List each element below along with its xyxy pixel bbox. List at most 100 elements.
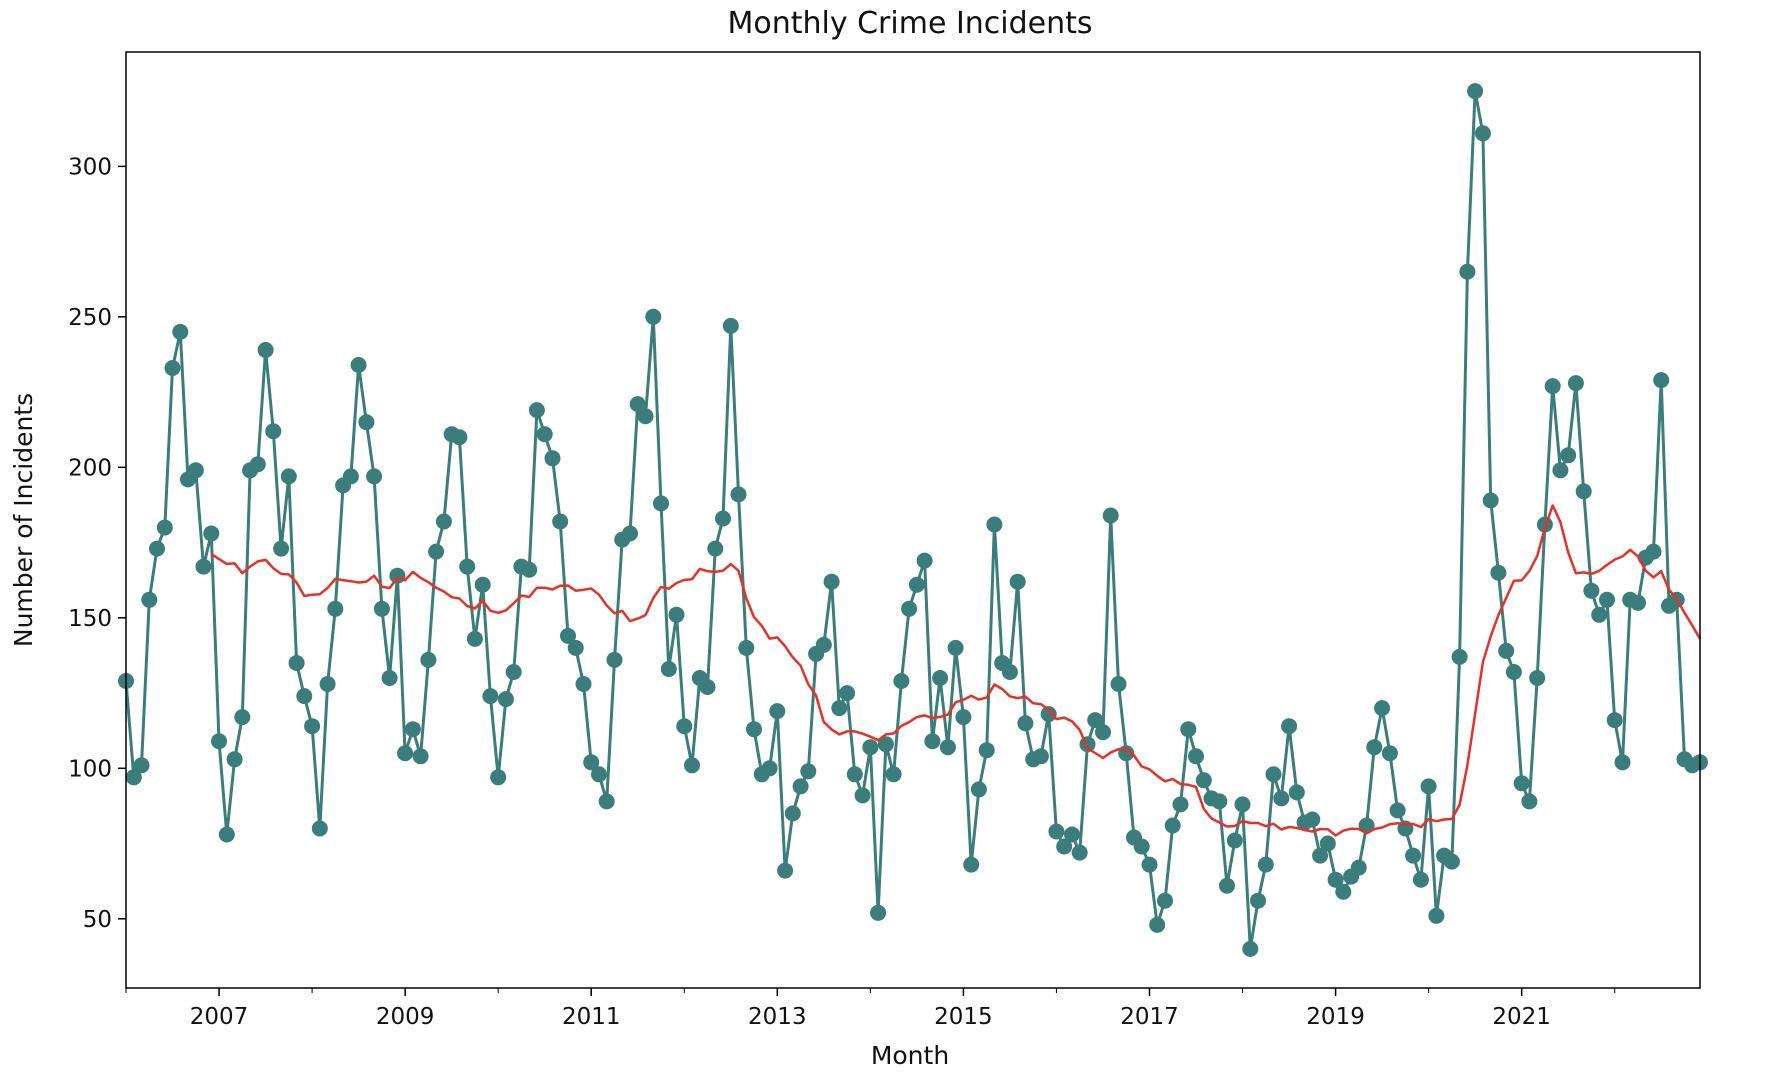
plot-area: 50 100 150 200 250 300 2007 2009 2011 2013 2015 201… bbox=[68, 83, 1708, 1030]
incident-point bbox=[1428, 907, 1445, 924]
incident-point bbox=[629, 396, 646, 413]
incident-point bbox=[528, 402, 545, 419]
incident-point bbox=[1304, 811, 1321, 828]
incident-point bbox=[1412, 871, 1429, 888]
incident-point bbox=[1009, 573, 1026, 590]
incident-point bbox=[1180, 721, 1197, 738]
incident-point bbox=[699, 679, 716, 695]
incident-point bbox=[1513, 775, 1530, 792]
y-tick-label: 200 bbox=[68, 455, 112, 481]
incident-point bbox=[1350, 859, 1367, 876]
x-tick-label: 2013 bbox=[748, 1004, 807, 1030]
incident-point bbox=[1149, 916, 1166, 933]
incident-point bbox=[373, 600, 390, 617]
incident-point bbox=[645, 308, 662, 325]
incident-point bbox=[901, 600, 918, 617]
incident-point bbox=[823, 573, 840, 590]
incident-point bbox=[521, 561, 538, 578]
incident-point bbox=[1474, 125, 1491, 142]
incident-point bbox=[1188, 748, 1204, 765]
incident-point bbox=[381, 670, 398, 686]
incident-point bbox=[1459, 263, 1476, 280]
incident-point bbox=[1358, 817, 1375, 834]
incident-point bbox=[1599, 591, 1615, 608]
incident-point bbox=[1079, 736, 1096, 753]
incident-point bbox=[963, 856, 980, 873]
incident-point bbox=[234, 709, 251, 726]
incident-point bbox=[1017, 715, 1034, 732]
incident-point bbox=[1544, 378, 1561, 395]
incident-point bbox=[1389, 802, 1406, 819]
x-axis-label: Month bbox=[871, 1041, 949, 1070]
incident-point bbox=[156, 519, 173, 536]
incident-point bbox=[544, 450, 561, 467]
incident-point bbox=[583, 754, 600, 771]
incident-point bbox=[1312, 847, 1329, 864]
incident-point bbox=[1265, 766, 1282, 783]
incident-point bbox=[1281, 718, 1298, 735]
incident-point bbox=[1529, 670, 1546, 686]
incident-point bbox=[885, 766, 902, 783]
incident-point bbox=[133, 757, 150, 774]
incident-point bbox=[916, 552, 933, 569]
incident-point bbox=[1653, 372, 1670, 389]
incident-point bbox=[1157, 892, 1173, 909]
incident-point bbox=[490, 769, 507, 786]
incident-point bbox=[1064, 826, 1080, 843]
incident-point bbox=[226, 751, 243, 768]
incident-point bbox=[319, 676, 336, 692]
incident-point bbox=[505, 664, 522, 680]
incident-point bbox=[1211, 793, 1228, 810]
incident-point bbox=[1490, 564, 1507, 581]
incident-point bbox=[591, 766, 607, 783]
incident-point bbox=[420, 651, 437, 668]
y-axis-label: Number of Incidents bbox=[9, 393, 38, 647]
incident-point bbox=[1560, 447, 1577, 464]
incident-point bbox=[311, 820, 328, 837]
incident-point bbox=[451, 429, 468, 446]
incident-point bbox=[870, 904, 887, 921]
incident-point bbox=[567, 639, 584, 656]
incident-point bbox=[1467, 83, 1484, 100]
incident-point bbox=[1443, 853, 1460, 870]
incident-point bbox=[1288, 784, 1305, 801]
x-tick-label: 2017 bbox=[1120, 1004, 1179, 1030]
incident-point bbox=[1319, 835, 1336, 852]
incident-point bbox=[435, 513, 452, 530]
incident-point bbox=[273, 540, 290, 557]
incident-point bbox=[265, 423, 282, 440]
incident-point bbox=[1374, 700, 1391, 717]
incident-point bbox=[598, 793, 615, 810]
incident-point bbox=[738, 639, 755, 656]
incident-point bbox=[172, 323, 189, 340]
incident-point bbox=[761, 760, 778, 777]
incident-point bbox=[536, 426, 553, 443]
incident-point bbox=[560, 627, 576, 644]
incident-point bbox=[1110, 676, 1127, 692]
incident-point bbox=[924, 733, 941, 750]
incident-point bbox=[187, 462, 204, 479]
incident-point bbox=[1575, 483, 1592, 500]
incident-point bbox=[125, 769, 142, 786]
incident-point bbox=[497, 691, 514, 708]
incident-point bbox=[358, 414, 375, 431]
x-tick-label: 2015 bbox=[934, 1004, 993, 1030]
incident-point bbox=[1226, 832, 1243, 849]
incident-point bbox=[1195, 772, 1212, 789]
incident-point bbox=[986, 516, 1003, 533]
incident-point bbox=[141, 591, 158, 608]
y-tick-label: 150 bbox=[68, 606, 112, 632]
incident-point bbox=[831, 700, 848, 717]
incident-point bbox=[978, 742, 995, 759]
y-tick-label: 50 bbox=[83, 907, 112, 933]
incident-point bbox=[1591, 606, 1608, 623]
incident-point bbox=[792, 778, 809, 795]
incident-point bbox=[1482, 492, 1499, 509]
incident-point bbox=[932, 670, 949, 686]
incident-point bbox=[280, 468, 297, 485]
incident-point bbox=[684, 757, 700, 774]
incident-point bbox=[839, 685, 856, 702]
incident-point bbox=[1048, 823, 1065, 840]
incident-point bbox=[304, 718, 321, 735]
